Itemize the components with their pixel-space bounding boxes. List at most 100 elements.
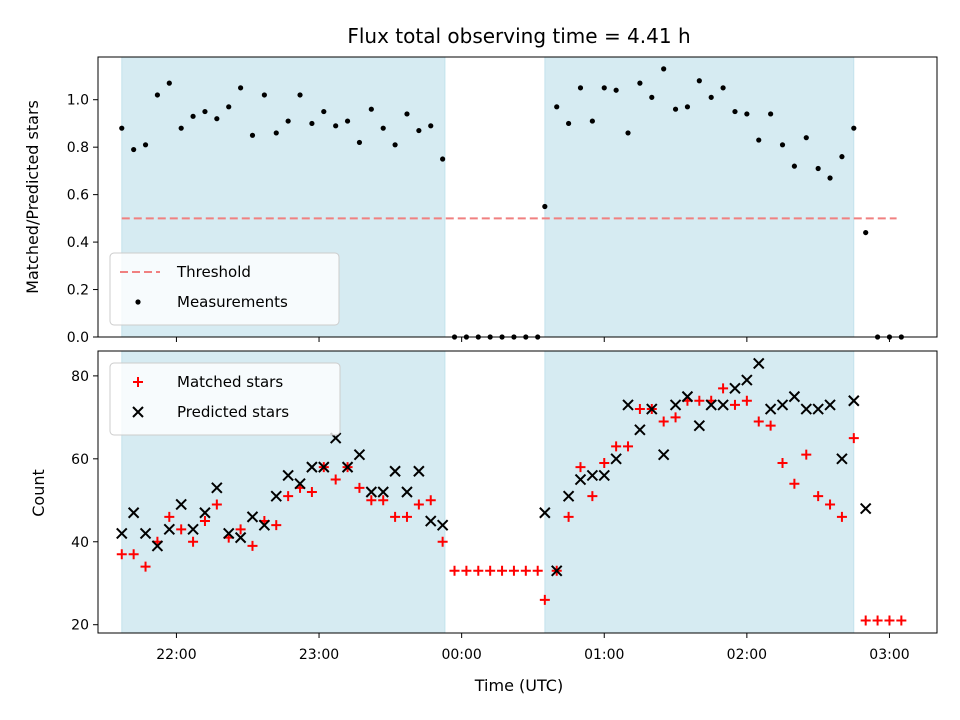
- measurements-point: [142, 142, 149, 148]
- matched-stars-point: [283, 491, 294, 502]
- measurements-point: [428, 123, 434, 129]
- axes-frame: [97, 56, 938, 338]
- matched-stars-point: [718, 383, 729, 394]
- measurements-point: [589, 118, 595, 124]
- matched-stars-point: [532, 565, 543, 576]
- legend-label: Threshold: [176, 263, 251, 281]
- predicted-stars-point: [657, 448, 670, 461]
- predicted-stars-point: [586, 469, 599, 482]
- matched-stars-point: [825, 499, 836, 510]
- matched-stars-point: [813, 491, 824, 502]
- measurements-point: [744, 111, 750, 117]
- y-tick-label: 0.2: [67, 283, 89, 299]
- predicted-stars-point: [693, 419, 706, 432]
- predicted-stars-point: [306, 461, 318, 473]
- y-tick-label: 1.0: [67, 93, 89, 109]
- measurements-point: [226, 104, 232, 110]
- measurements-point: [566, 120, 572, 127]
- measurements-point: [708, 94, 714, 100]
- matched-stars-point: [497, 565, 508, 576]
- measurements-point: [392, 142, 398, 148]
- matched-stars-point: [235, 524, 246, 535]
- bottom-y-axis-label: Count: [29, 469, 48, 517]
- measurements-point: [190, 113, 196, 119]
- measurements-point: [154, 92, 161, 98]
- measurements-point: [238, 85, 244, 91]
- y-tick-label: 20: [71, 618, 89, 634]
- measurements-point: [554, 104, 560, 110]
- predicted-stars-point: [282, 469, 294, 482]
- observing-interval-2: [544, 56, 855, 338]
- predicted-stars-point: [800, 403, 812, 415]
- predicted-stars-point: [151, 540, 164, 552]
- matched-stars-point: [520, 565, 531, 576]
- predicted-stars-point: [551, 565, 563, 577]
- legend: [109, 362, 341, 436]
- matched-stars-point: [872, 615, 883, 626]
- matched-stars-point: [801, 449, 812, 460]
- predicted-stars-point: [365, 486, 378, 498]
- matched-stars-point: [449, 565, 460, 576]
- predicted-stars-point: [788, 390, 801, 403]
- measurements-point: [297, 92, 303, 98]
- y-tick-label: 80: [71, 369, 89, 385]
- bottom-panel: 20 40 60 80 22:00 23:00 00:00 01:00 02:00 03:00 M…: [71, 350, 938, 663]
- predicted-stars-point: [764, 403, 777, 415]
- predicted-stars-point: [223, 527, 235, 540]
- measurements-point: [720, 85, 726, 91]
- legend-label: Matched stars: [177, 373, 283, 391]
- x-axis-label: Time (UTC): [474, 676, 563, 695]
- predicted-stars-point: [401, 486, 413, 498]
- measurements-point: [285, 118, 291, 124]
- measurements-point: [542, 203, 548, 210]
- legend-predicted-swatch: [132, 406, 144, 418]
- matched-stars-point: [306, 487, 317, 497]
- matched-stars-point: [437, 536, 448, 547]
- matched-stars-point: [473, 565, 484, 576]
- measurements-point: [839, 154, 845, 160]
- predicted-stars-point: [294, 477, 306, 490]
- y-tick-label: 0.8: [67, 140, 89, 156]
- predicted-stars-point: [669, 399, 682, 411]
- measurements-point: [249, 132, 256, 138]
- observing-interval-2: [544, 350, 855, 634]
- legend: [109, 252, 340, 326]
- matched-stars-point: [461, 565, 472, 576]
- x-tick-label: 03:00: [869, 647, 909, 663]
- measurements-point: [356, 139, 363, 146]
- matched-stars-point: [896, 615, 907, 626]
- matched-stars-point: [539, 594, 550, 605]
- measurements-point: [321, 108, 327, 115]
- predicted-stars-point: [562, 490, 575, 502]
- measurements-point: [672, 106, 679, 112]
- measurements-point: [131, 146, 137, 153]
- measurements-point: [344, 118, 351, 124]
- predicted-stars-point: [859, 502, 872, 515]
- predicted-stars-point: [353, 448, 366, 461]
- predicted-stars-point: [681, 390, 694, 403]
- measurements-point: [119, 125, 125, 131]
- matched-stars-point: [599, 457, 610, 468]
- y-tick-label: 0.6: [67, 188, 89, 204]
- matched-stars-point: [140, 561, 151, 572]
- predicted-stars-point: [776, 399, 789, 411]
- predicted-stars-point: [610, 453, 622, 465]
- matched-stars-point: [611, 441, 622, 452]
- x-tick-label: 22:00: [156, 647, 196, 663]
- measurements-point: [684, 104, 691, 110]
- matched-stars-point: [354, 482, 365, 493]
- measurements-point: [732, 108, 738, 115]
- matched-stars-point: [116, 549, 127, 560]
- predicted-stars-point: [646, 403, 658, 415]
- predicted-stars-point: [341, 461, 354, 473]
- matched-stars-point: [789, 478, 800, 489]
- matched-stars-point: [658, 416, 669, 427]
- measurements-point: [613, 87, 619, 93]
- x-tick-label: 02:00: [727, 647, 767, 663]
- predicted-stars-point: [539, 507, 551, 519]
- predicted-stars-point: [836, 453, 848, 465]
- legend-matched-swatch: [133, 377, 143, 387]
- predicted-stars-point: [187, 523, 199, 536]
- top-y-axis-label: Matched/Predicted stars: [23, 100, 42, 294]
- measurements-point: [416, 127, 422, 134]
